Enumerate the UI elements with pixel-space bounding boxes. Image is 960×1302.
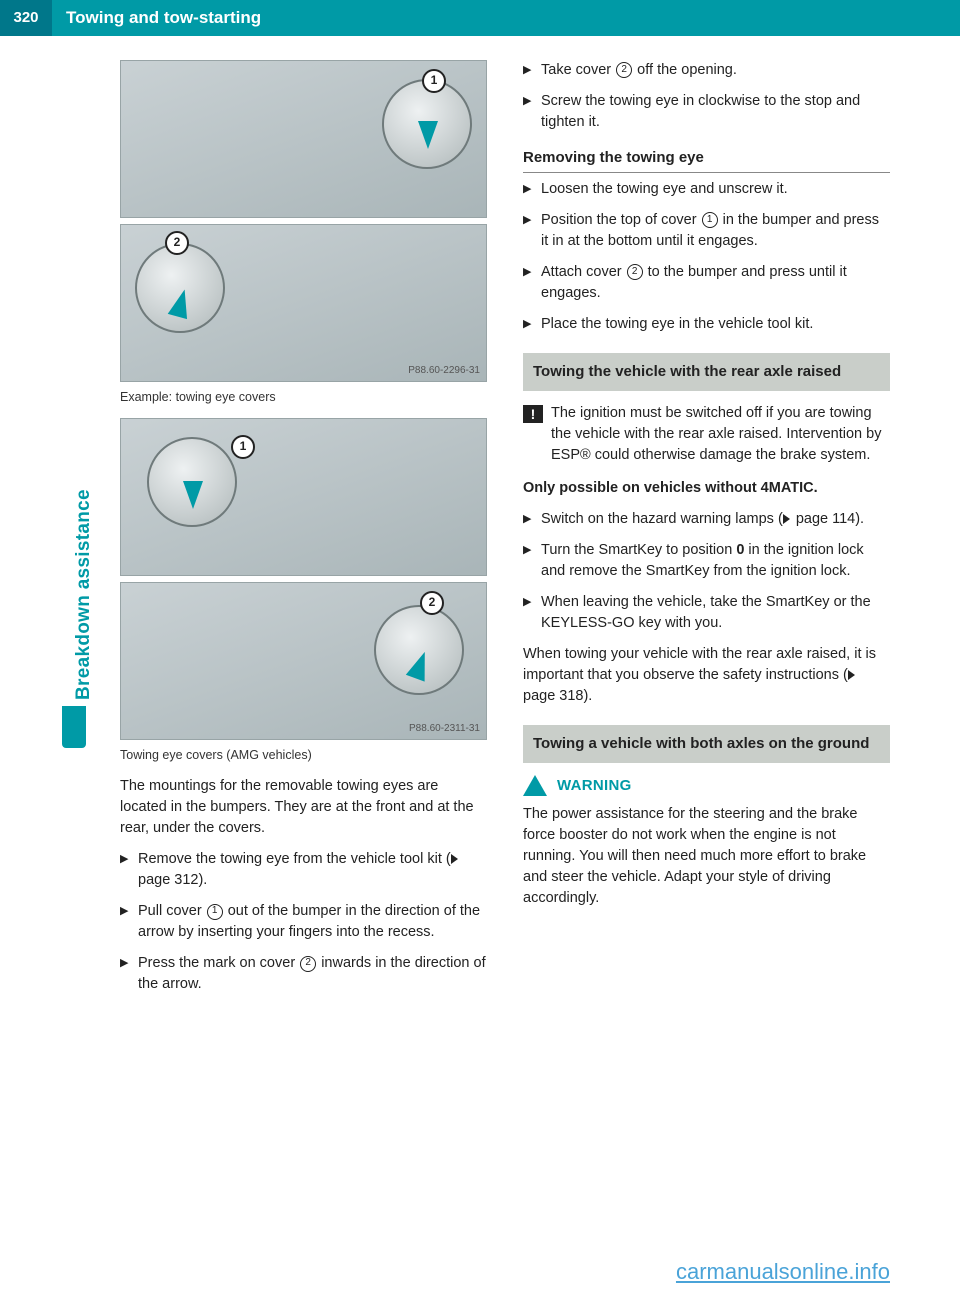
step-text: When leaving the vehicle, take the Smart… <box>541 592 890 634</box>
warning-triangle-icon <box>523 775 547 796</box>
step-text: Remove the towing eye from the vehicle t… <box>138 849 487 891</box>
note-text: The ignition must be switched off if you… <box>551 403 890 466</box>
warning-label: WARNING <box>557 775 632 797</box>
step-item: ▶ Attach cover 2 to the bumper and press… <box>523 262 890 304</box>
ref-num-1: 1 <box>207 904 223 920</box>
figure-inset <box>147 437 237 527</box>
step-marker-icon: ▶ <box>523 91 541 133</box>
page-number: 320 <box>0 0 52 36</box>
figure-code: P88.60-2296-31 <box>408 364 480 379</box>
arrow-icon <box>183 481 203 509</box>
step-text: Turn the SmartKey to position 0 in the i… <box>541 540 890 582</box>
step-text: Attach cover 2 to the bumper and press u… <box>541 262 890 304</box>
figure-front-cover: 1 <box>120 60 487 218</box>
arrow-icon <box>406 649 434 682</box>
step-item: ▶ Place the towing eye in the vehicle to… <box>523 314 890 335</box>
step-marker-icon: ▶ <box>523 509 541 530</box>
callout-1: 1 <box>422 69 446 93</box>
note-block: ! The ignition must be switched off if y… <box>523 403 890 466</box>
step-text: Press the mark on cover 2 inwards in the… <box>138 953 487 995</box>
callout-2: 2 <box>165 231 189 255</box>
section-both-axles: Towing a vehicle with both axles on the … <box>523 725 890 763</box>
step-text: Loosen the towing eye and unscrew it. <box>541 179 890 200</box>
section-rear-axle: Towing the vehicle with the rear axle ra… <box>523 353 890 391</box>
subheading-removing: Removing the towing eye <box>523 147 890 173</box>
step-item: ▶ Remove the towing eye from the vehicle… <box>120 849 487 891</box>
header-bar: 320 Towing and tow-starting <box>0 0 960 36</box>
footer-link[interactable]: carmanualsonline.info <box>676 1256 890 1288</box>
right-column: ▶ Take cover 2 off the opening. ▶ Screw … <box>523 60 890 1005</box>
step-item: ▶ Pull cover 1 out of the bumper in the … <box>120 901 487 943</box>
only-4matic: Only possible on vehicles without 4MATIC… <box>523 478 890 499</box>
figure-rear-cover: 2 P88.60-2296-31 <box>120 224 487 382</box>
figure-amg-rear: 2 P88.60-2311-31 <box>120 582 487 740</box>
side-section-label: Breakdown assistance <box>70 489 98 700</box>
figure-caption: Towing eye covers (AMG vehicles) <box>120 746 487 764</box>
rear-axle-paragraph: When towing your vehicle with the rear a… <box>523 644 890 707</box>
step-marker-icon: ▶ <box>523 60 541 81</box>
step-marker-icon: ▶ <box>120 901 138 943</box>
ref-num-2: 2 <box>627 264 643 280</box>
step-marker-icon: ▶ <box>523 314 541 335</box>
left-column: 1 2 P88.60-2296-31 Example: towing eye c… <box>120 60 487 1005</box>
ref-num-2: 2 <box>616 62 632 78</box>
step-item: ▶ Loosen the towing eye and unscrew it. <box>523 179 890 200</box>
figure-inset <box>382 79 472 169</box>
header-title: Towing and tow-starting <box>66 6 261 31</box>
arrow-icon <box>168 287 195 319</box>
callout-2: 2 <box>420 591 444 615</box>
warning-header: WARNING <box>523 775 890 797</box>
step-marker-icon: ▶ <box>523 592 541 634</box>
step-marker-icon: ▶ <box>523 540 541 582</box>
step-marker-icon: ▶ <box>523 210 541 252</box>
step-item: ▶ Press the mark on cover 2 inwards in t… <box>120 953 487 995</box>
ref-num-1: 1 <box>702 212 718 228</box>
side-tab <box>62 706 86 748</box>
step-text: Position the top of cover 1 in the bumpe… <box>541 210 890 252</box>
step-item: ▶ When leaving the vehicle, take the Sma… <box>523 592 890 634</box>
step-item: ▶ Switch on the hazard warning lamps ( p… <box>523 509 890 530</box>
intro-paragraph: The mountings for the removable towing e… <box>120 776 487 839</box>
figure-amg-front: 1 <box>120 418 487 576</box>
step-item: ▶ Take cover 2 off the opening. <box>523 60 890 81</box>
step-item: ▶ Screw the towing eye in clockwise to t… <box>523 91 890 133</box>
step-text: Switch on the hazard warning lamps ( pag… <box>541 509 890 530</box>
step-marker-icon: ▶ <box>523 262 541 304</box>
figure-code: P88.60-2311-31 <box>409 722 480 737</box>
arrow-icon <box>418 121 438 149</box>
step-marker-icon: ▶ <box>523 179 541 200</box>
ref-num-2: 2 <box>300 956 316 972</box>
step-item: ▶ Turn the SmartKey to position 0 in the… <box>523 540 890 582</box>
step-marker-icon: ▶ <box>120 849 138 891</box>
step-marker-icon: ▶ <box>120 953 138 995</box>
step-text: Take cover 2 off the opening. <box>541 60 890 81</box>
step-text: Place the towing eye in the vehicle tool… <box>541 314 890 335</box>
warning-body: The power assistance for the steering an… <box>523 804 890 909</box>
pageref-icon <box>451 854 458 864</box>
callout-1: 1 <box>231 435 255 459</box>
figure-inset <box>135 243 225 333</box>
step-item: ▶ Position the top of cover 1 in the bum… <box>523 210 890 252</box>
note-icon: ! <box>523 405 543 423</box>
pageref-icon <box>783 514 790 524</box>
step-text: Pull cover 1 out of the bumper in the di… <box>138 901 487 943</box>
content: 1 2 P88.60-2296-31 Example: towing eye c… <box>0 36 960 1035</box>
step-text: Screw the towing eye in clockwise to the… <box>541 91 890 133</box>
figure-inset <box>374 605 464 695</box>
figure-caption: Example: towing eye covers <box>120 388 487 406</box>
pageref-icon <box>848 670 855 680</box>
